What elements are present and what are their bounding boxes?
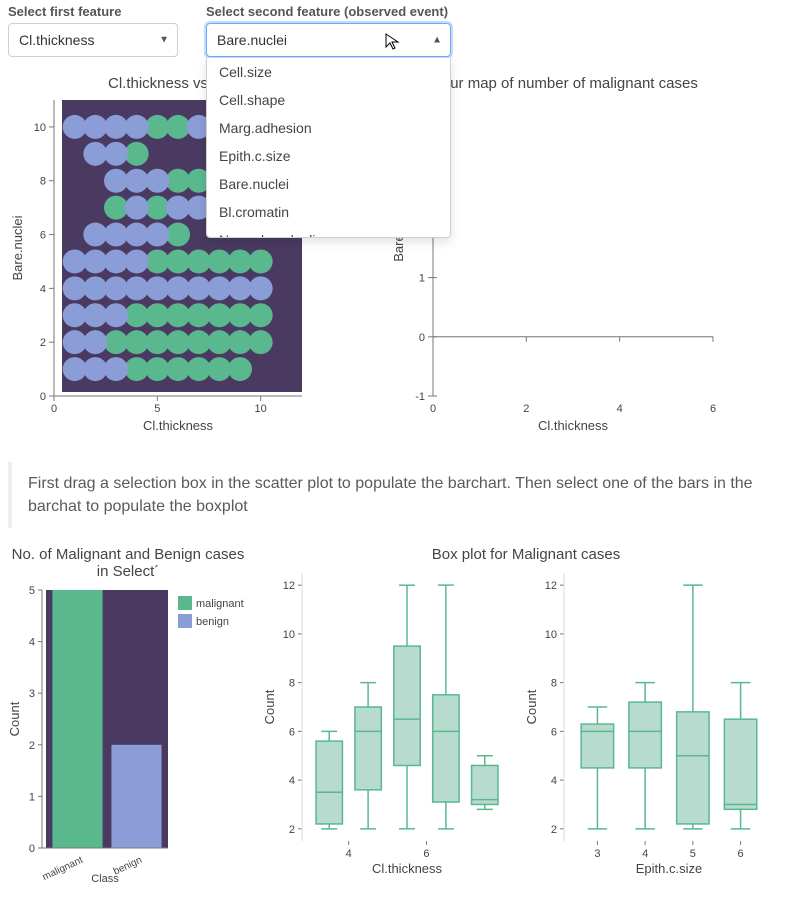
instruction-text: First drag a selection box in the scatte…: [8, 462, 792, 528]
chevron-down-icon: ▼: [159, 35, 169, 46]
svg-text:malignant: malignant: [196, 598, 244, 610]
first-feature-group: Select first feature Cl.thickness ▼: [8, 4, 178, 57]
svg-text:4: 4: [40, 283, 46, 295]
bottom-row: No. of Malignant and Benign cases in Sel…: [8, 546, 792, 889]
svg-text:Cl.thickness: Cl.thickness: [372, 861, 443, 876]
svg-text:-1: -1: [415, 391, 425, 403]
mouse-cursor-icon: [384, 32, 402, 50]
svg-text:3: 3: [594, 848, 600, 860]
boxplot-panel: Box plot for Malignant cases 2468101246C…: [260, 546, 792, 889]
svg-text:4: 4: [551, 775, 557, 787]
svg-text:6: 6: [289, 727, 295, 739]
svg-text:10: 10: [255, 403, 267, 415]
dropdown-item[interactable]: Epith.c.size: [207, 142, 450, 170]
second-feature-group: Select second feature (observed event) B…: [206, 4, 451, 57]
svg-text:malignant: malignant: [41, 855, 85, 883]
svg-text:Bare: Bare: [391, 234, 406, 261]
svg-text:12: 12: [283, 581, 295, 593]
svg-text:6: 6: [738, 848, 744, 860]
second-feature-select[interactable]: Bare.nuclei ▲ Cell.sizeCell.shapeMarg.ad…: [206, 23, 451, 57]
svg-text:5: 5: [154, 403, 160, 415]
svg-text:6: 6: [40, 230, 46, 242]
svg-text:4: 4: [29, 637, 35, 649]
svg-text:10: 10: [545, 629, 557, 641]
dropdown-item[interactable]: Bare.nuclei: [207, 170, 450, 198]
first-feature-value: Cl.thickness: [19, 32, 94, 48]
controls-row: Select first feature Cl.thickness ▼ Sele…: [8, 4, 792, 57]
dropdown-item[interactable]: Marg.adhesion: [207, 114, 450, 142]
svg-text:10: 10: [283, 629, 295, 641]
svg-text:4: 4: [289, 775, 295, 787]
svg-text:Count: Count: [524, 690, 539, 725]
svg-text:6: 6: [551, 727, 557, 739]
svg-text:8: 8: [40, 176, 46, 188]
svg-text:0: 0: [419, 332, 425, 344]
second-feature-dropdown[interactable]: Cell.sizeCell.shapeMarg.adhesionEpith.c.…: [206, 58, 451, 238]
svg-text:4: 4: [642, 848, 648, 860]
svg-text:5: 5: [690, 848, 696, 860]
dropdown-item[interactable]: Normal.nucleoli: [207, 226, 450, 238]
svg-text:2: 2: [523, 403, 529, 415]
svg-text:Count: Count: [8, 702, 22, 737]
svg-text:3: 3: [29, 689, 35, 701]
svg-text:0: 0: [51, 403, 57, 415]
svg-text:2: 2: [29, 740, 35, 752]
svg-text:8: 8: [551, 678, 557, 690]
barchart-panel: No. of Malignant and Benign cases in Sel…: [8, 546, 248, 889]
svg-text:1: 1: [29, 792, 35, 804]
svg-text:8: 8: [289, 678, 295, 690]
second-feature-label: Select second feature (observed event): [206, 4, 451, 19]
chevron-up-icon: ▲: [432, 35, 442, 46]
svg-text:2: 2: [289, 824, 295, 836]
svg-text:6: 6: [423, 848, 429, 860]
svg-text:Epith.c.size: Epith.c.size: [636, 861, 702, 876]
svg-text:benign: benign: [196, 616, 229, 628]
bar-chart[interactable]: malignant benign 0 1 2 3 4 5 Count Class malignant…: [8, 584, 248, 884]
svg-text:2: 2: [40, 337, 46, 349]
dropdown-item[interactable]: Cell.shape: [207, 86, 450, 114]
svg-text:Bare.nuclei: Bare.nuclei: [10, 215, 25, 280]
contour-title: Contour map of number of malignant cases: [410, 75, 698, 92]
dropdown-item[interactable]: Bl.cromatin: [207, 198, 450, 226]
svg-text:5: 5: [29, 585, 35, 597]
boxplot-title: Box plot for Malignant cases: [260, 546, 792, 563]
svg-text:4: 4: [617, 403, 623, 415]
dropdown-item[interactable]: Cell.size: [207, 58, 450, 86]
svg-text:12: 12: [545, 581, 557, 593]
svg-text:Count: Count: [262, 690, 277, 725]
svg-text:0: 0: [430, 403, 436, 415]
scatter-title: Cl.thickness vs: [108, 75, 208, 92]
svg-text:6: 6: [710, 403, 716, 415]
barchart-title: No. of Malignant and Benign cases in Sel…: [8, 546, 248, 580]
svg-text:0: 0: [29, 843, 35, 855]
second-feature-value: Bare.nuclei: [217, 32, 287, 48]
svg-text:1: 1: [419, 273, 425, 285]
first-feature-select[interactable]: Cl.thickness ▼: [8, 23, 178, 57]
svg-text:2: 2: [551, 824, 557, 836]
svg-text:4: 4: [346, 848, 352, 860]
svg-text:0: 0: [40, 391, 46, 403]
svg-text:Cl.thickness: Cl.thickness: [538, 418, 609, 433]
first-feature-label: Select first feature: [8, 4, 178, 19]
svg-text:10: 10: [34, 122, 46, 134]
svg-text:Class: Class: [91, 873, 119, 884]
box-plots[interactable]: 2468101246Cl.thicknessCount246810123456E…: [260, 567, 780, 877]
svg-text:Cl.thickness: Cl.thickness: [143, 418, 214, 433]
